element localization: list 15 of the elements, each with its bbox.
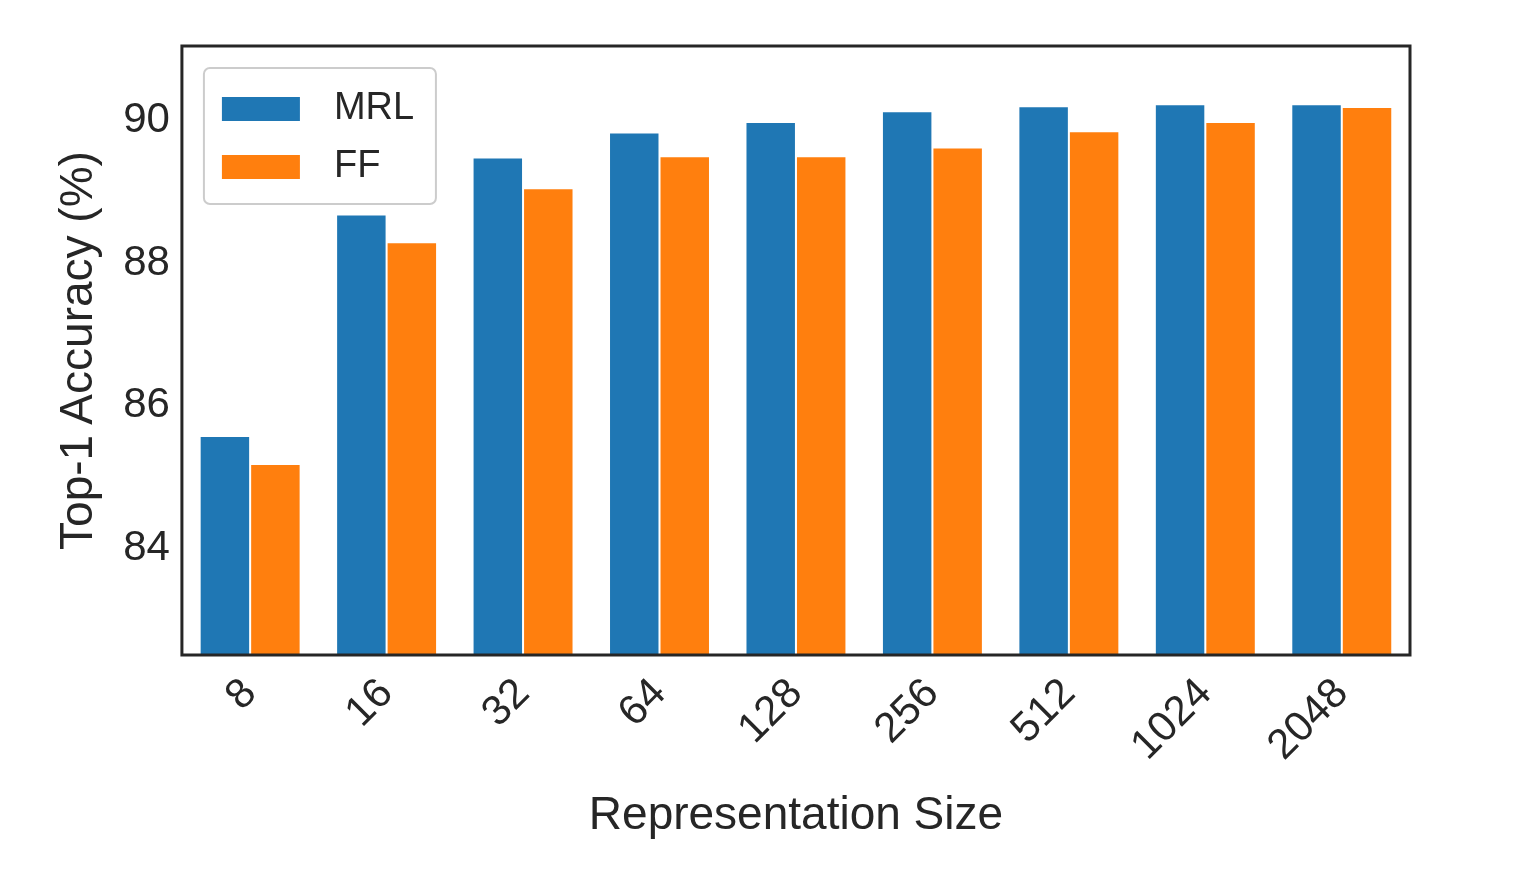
legend-label: MRL — [333, 85, 415, 128]
y-axis-title: Top-1 Accuracy (%) — [50, 151, 103, 550]
y-tick-label: 86 — [123, 379, 170, 427]
y-tick-label: 88 — [123, 236, 170, 284]
y-tick-label: 84 — [123, 521, 170, 569]
x-tick-label: 8 — [214, 668, 265, 718]
y-tick-label: 90 — [123, 94, 170, 142]
x-tick-label: 16 — [334, 668, 402, 735]
x-axis-title: Representation Size — [588, 787, 1004, 840]
legend-label: FF — [333, 143, 381, 186]
x-tick-label: 32 — [471, 668, 538, 735]
x-tick-label: 64 — [607, 668, 675, 735]
x-tick-label: 256 — [864, 668, 947, 752]
x-tick-label: 512 — [1000, 668, 1084, 752]
x-tick-label: 128 — [727, 668, 811, 752]
